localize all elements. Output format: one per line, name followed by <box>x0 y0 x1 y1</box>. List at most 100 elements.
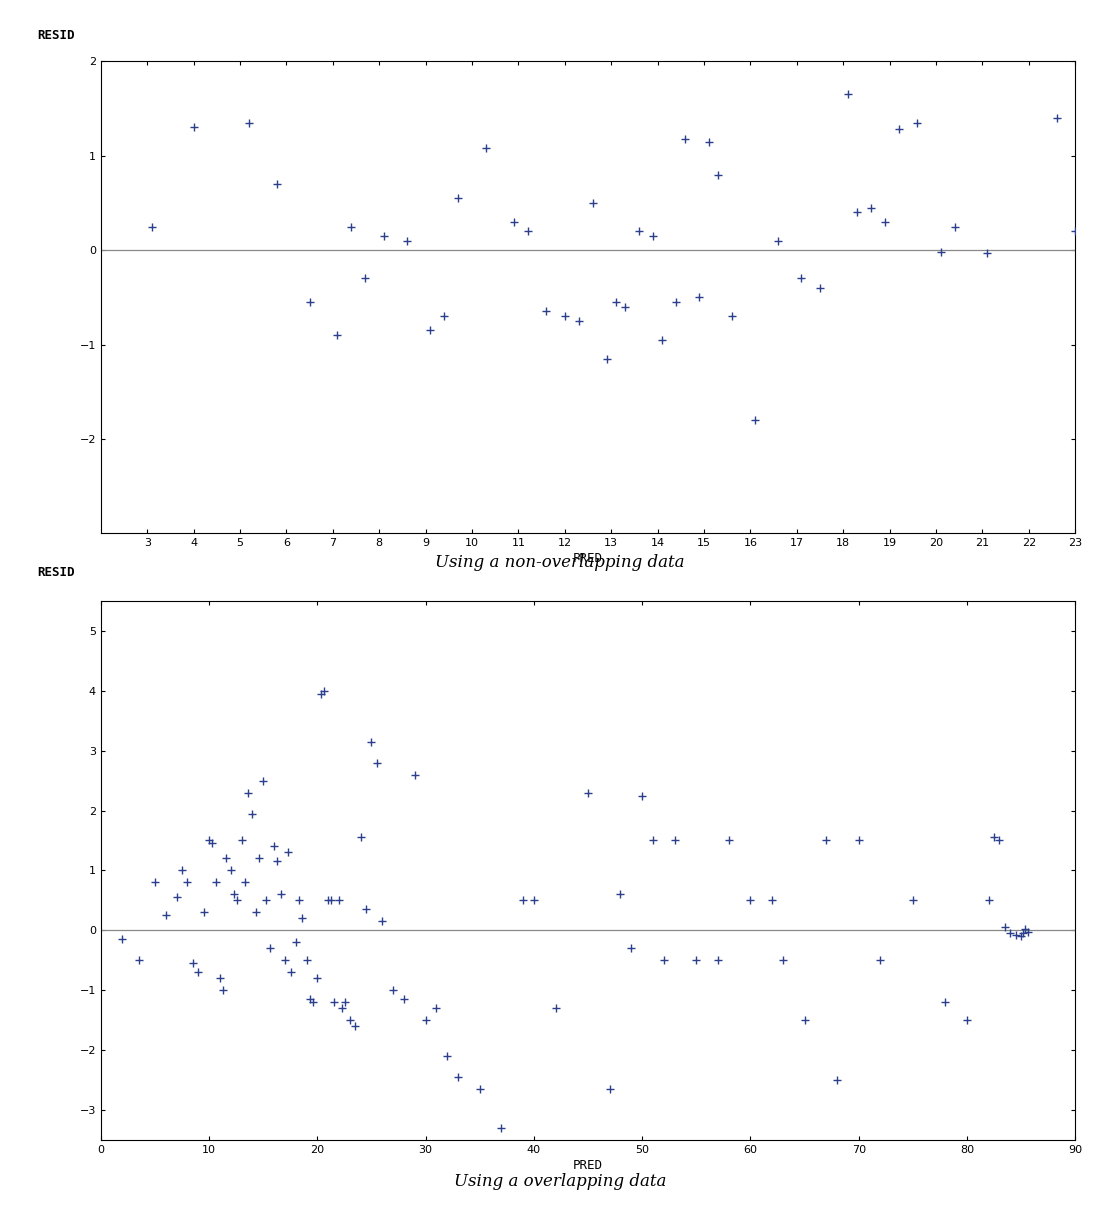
Point <box>600 1079 618 1098</box>
Point <box>612 885 629 905</box>
Point <box>346 1016 364 1036</box>
Point <box>254 771 272 791</box>
Point <box>668 292 685 311</box>
Text: Using a non-overlapping data: Using a non-overlapping data <box>436 554 684 571</box>
Point <box>217 848 235 868</box>
Text: Using a overlapping data: Using a overlapping data <box>454 1173 666 1190</box>
Point <box>243 804 261 824</box>
Point <box>505 212 523 232</box>
Point <box>304 993 321 1013</box>
Point <box>301 989 319 1009</box>
Point <box>688 950 706 970</box>
Point <box>862 197 880 217</box>
Point <box>343 217 361 237</box>
Point <box>168 888 186 907</box>
Point <box>547 998 564 1018</box>
Point <box>449 189 467 208</box>
Point <box>493 1118 511 1138</box>
Point <box>932 243 950 262</box>
Point <box>287 933 305 953</box>
Point <box>876 212 894 232</box>
Point <box>330 890 348 910</box>
Point <box>746 411 764 430</box>
Point <box>206 873 224 893</box>
Point <box>470 1079 488 1098</box>
Point <box>936 993 954 1013</box>
Point <box>1001 923 1019 943</box>
Point <box>644 226 662 245</box>
Point <box>315 680 333 700</box>
Point <box>298 950 316 970</box>
Point <box>184 954 202 973</box>
Text: RESID: RESID <box>37 566 75 579</box>
Point <box>676 129 694 148</box>
Point <box>848 202 866 222</box>
Text: RESID: RESID <box>37 29 75 43</box>
Point <box>769 230 787 250</box>
Point <box>722 306 740 326</box>
Point <box>261 939 279 959</box>
Point <box>265 836 283 856</box>
Point <box>328 325 346 345</box>
Point <box>200 831 218 851</box>
Point <box>449 1068 467 1087</box>
Point <box>282 962 300 982</box>
Point <box>1047 108 1065 128</box>
Point <box>363 732 381 752</box>
Point <box>323 890 340 910</box>
Point <box>519 222 536 242</box>
Point <box>421 320 439 340</box>
Point <box>185 118 203 137</box>
Point <box>428 998 446 1018</box>
Point <box>763 890 781 910</box>
Point <box>438 1047 456 1067</box>
Point <box>990 831 1008 851</box>
Point <box>334 998 352 1018</box>
Point <box>271 885 289 905</box>
Point <box>340 1010 358 1030</box>
Point <box>375 226 393 245</box>
Point <box>1017 920 1035 939</box>
Point <box>890 119 908 139</box>
Point <box>268 174 286 194</box>
Point <box>631 222 648 242</box>
Point <box>986 828 1004 847</box>
Point <box>395 989 413 1009</box>
Point <box>417 1010 435 1030</box>
Point <box>146 873 164 893</box>
Point <box>665 831 683 851</box>
Point <box>233 831 251 851</box>
Point <box>195 902 213 922</box>
Point <box>945 217 963 237</box>
Point <box>653 330 671 349</box>
Point <box>598 349 616 369</box>
Point <box>700 131 718 151</box>
Point <box>236 873 254 893</box>
Point <box>222 861 240 880</box>
Point <box>276 950 293 970</box>
X-axis label: PRED: PRED <box>573 1160 603 1172</box>
Point <box>367 753 385 772</box>
Point <box>225 885 243 905</box>
Point <box>584 192 601 212</box>
Point <box>436 306 454 326</box>
Point <box>828 1070 846 1090</box>
Point <box>811 278 829 298</box>
Point <box>336 993 354 1013</box>
Point <box>113 929 131 949</box>
Point <box>356 268 374 288</box>
Point <box>293 908 311 928</box>
Point <box>178 873 196 893</box>
Point <box>300 292 318 311</box>
Point <box>189 962 207 982</box>
Point <box>570 311 588 331</box>
Point <box>579 782 597 802</box>
Point <box>384 981 402 1000</box>
Point <box>741 890 759 910</box>
Point <box>525 890 543 910</box>
Point <box>250 848 268 868</box>
Point <box>405 765 423 785</box>
Point <box>958 1010 976 1030</box>
Point <box>850 831 868 851</box>
Point <box>228 890 246 910</box>
